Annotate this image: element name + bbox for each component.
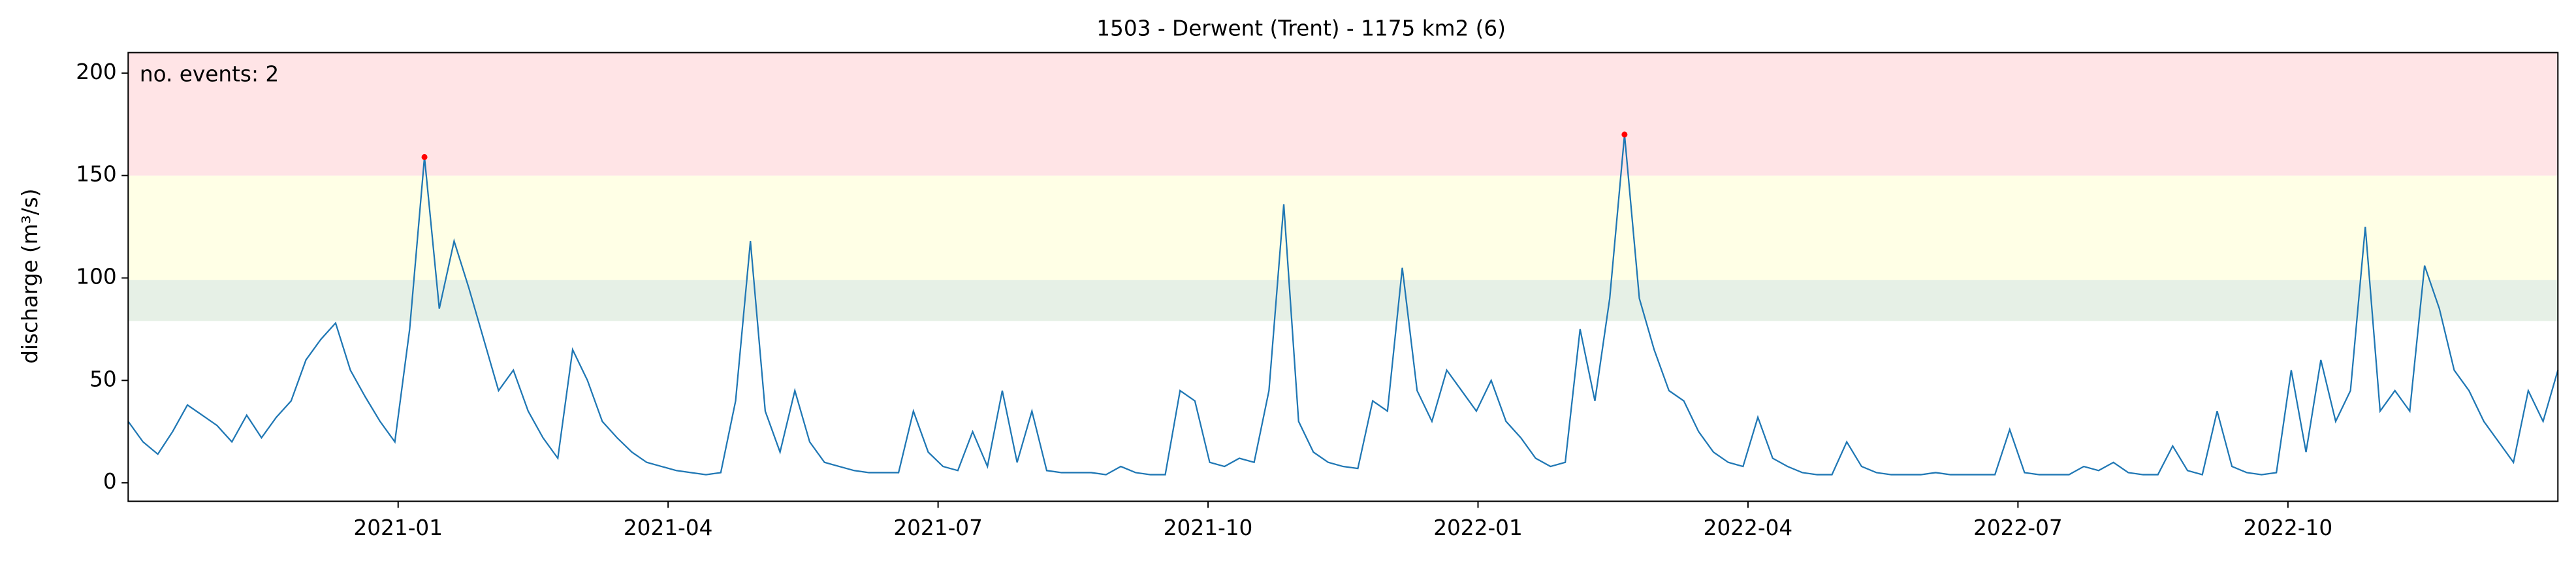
x-tick-label: 2022-01 xyxy=(1433,515,1523,540)
y-axis-label: discharge (m³/s) xyxy=(18,189,42,364)
y-tick-label: 50 xyxy=(89,366,117,391)
event-marker xyxy=(421,154,428,160)
x-tick-label: 2022-04 xyxy=(1704,515,1793,540)
plot-frame xyxy=(127,52,2559,502)
x-tick-label: 2021-07 xyxy=(893,515,983,540)
threshold-band xyxy=(128,280,2558,321)
x-tick-label: 2022-10 xyxy=(2244,515,2333,540)
threshold-band xyxy=(128,175,2558,280)
event-marker xyxy=(1621,131,1628,138)
x-tick-label: 2022-07 xyxy=(1973,515,2063,540)
x-tick-label: 2021-10 xyxy=(1164,515,1253,540)
x-tick-label: 2021-04 xyxy=(624,515,713,540)
y-tick-label: 0 xyxy=(103,469,117,494)
y-tick-label: 200 xyxy=(76,59,116,84)
threshold-band xyxy=(128,52,2558,176)
discharge-line xyxy=(127,134,2559,476)
y-tick-label: 100 xyxy=(76,264,116,289)
x-tick-label: 2021-01 xyxy=(353,515,443,540)
annotation: no. events: 2 xyxy=(140,62,279,87)
y-tick-label: 150 xyxy=(76,162,116,187)
chart-title: 1503 - Derwent (Trent) - 1175 km2 (6) xyxy=(1096,16,1506,41)
